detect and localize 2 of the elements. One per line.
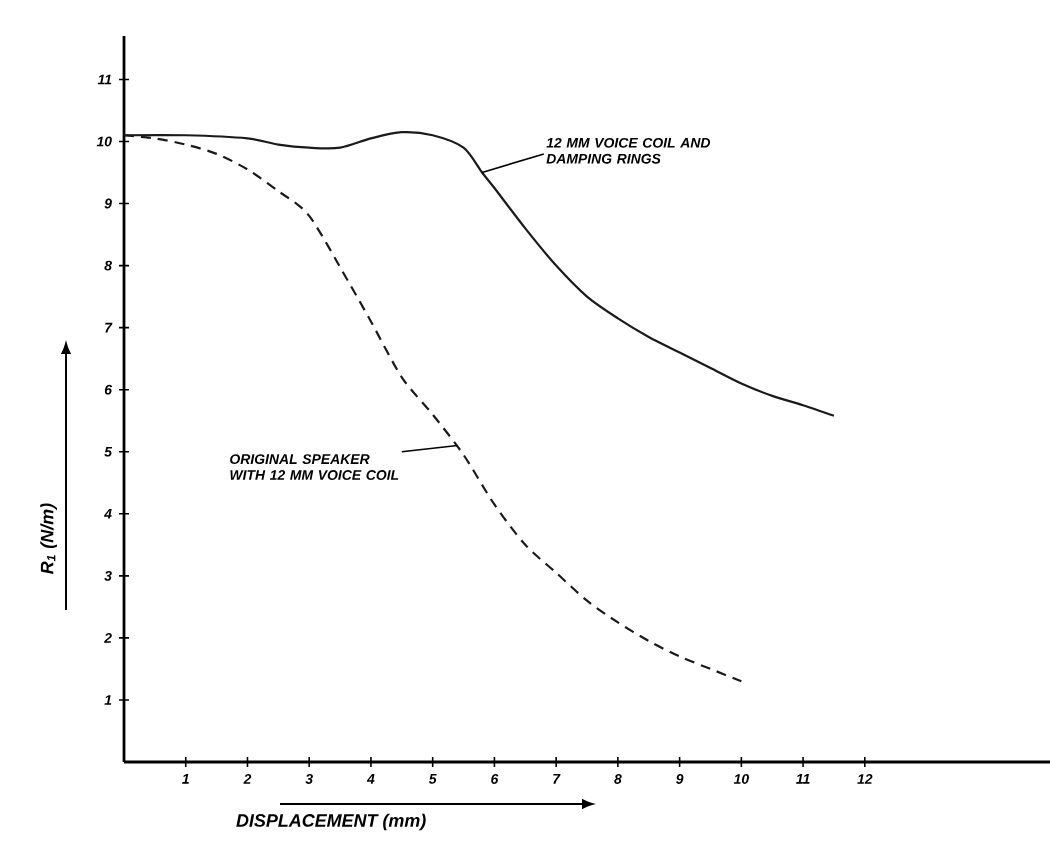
x-axis-title: DISPLACEMENT (mm) xyxy=(236,813,426,831)
y-axis-title: R$_{1}$ (N/m) xyxy=(40,503,57,574)
